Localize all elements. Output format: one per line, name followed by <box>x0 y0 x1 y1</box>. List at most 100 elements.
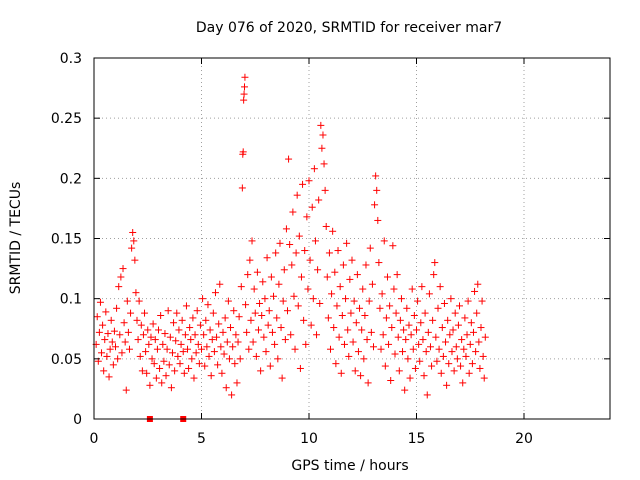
data-point <box>121 338 129 346</box>
data-point <box>180 369 188 377</box>
data-point <box>206 326 214 334</box>
data-point <box>135 297 143 305</box>
data-point <box>476 364 484 372</box>
data-point <box>223 338 231 346</box>
data-point <box>230 307 238 315</box>
data-point <box>151 336 159 344</box>
data-point <box>139 331 147 339</box>
data-point <box>236 355 244 363</box>
data-point <box>220 350 228 358</box>
data-point <box>242 301 250 309</box>
data-point <box>222 384 230 392</box>
data-point <box>276 239 284 247</box>
data-point <box>147 333 155 341</box>
data-point <box>129 228 137 236</box>
data-point <box>213 333 221 341</box>
y-tick-label: 0.05 <box>51 352 82 368</box>
data-point <box>335 333 343 341</box>
data-point <box>426 343 434 351</box>
data-point <box>344 326 352 334</box>
data-point <box>124 328 132 336</box>
data-point <box>377 345 385 353</box>
data-point <box>358 326 366 334</box>
data-point <box>209 309 217 317</box>
data-point <box>469 328 477 336</box>
data-point <box>203 343 211 351</box>
data-point <box>329 227 337 235</box>
data-point <box>442 338 450 346</box>
data-point <box>468 360 476 368</box>
y-tick-label: 0.3 <box>60 51 82 67</box>
data-point <box>137 321 145 329</box>
data-point <box>116 331 124 339</box>
data-point <box>191 331 199 339</box>
data-point <box>405 321 413 329</box>
data-point <box>410 312 418 320</box>
data-point <box>396 316 404 324</box>
data-point <box>148 355 156 363</box>
data-point <box>286 241 294 249</box>
data-point <box>373 186 381 194</box>
data-point <box>423 391 431 399</box>
data-point <box>362 261 370 269</box>
data-point <box>424 328 432 336</box>
data-point <box>290 292 298 300</box>
data-point <box>99 321 107 329</box>
data-point <box>143 369 151 377</box>
data-point <box>107 316 115 324</box>
data-point <box>118 349 126 357</box>
data-point <box>365 297 373 305</box>
data-point <box>260 333 268 341</box>
data-point <box>303 213 311 221</box>
data-point <box>293 191 301 199</box>
data-point <box>363 336 371 344</box>
data-point <box>454 321 462 329</box>
data-point <box>432 333 440 341</box>
data-point <box>182 302 190 310</box>
data-point <box>241 83 248 91</box>
data-point <box>473 309 481 317</box>
data-point <box>127 309 135 317</box>
data-point <box>277 324 285 332</box>
data-point <box>113 304 121 312</box>
data-point <box>324 314 332 322</box>
data-point <box>439 352 447 360</box>
data-point <box>291 345 299 353</box>
data-point <box>157 312 165 320</box>
data-point <box>388 324 396 332</box>
data-point <box>105 373 113 381</box>
data-point <box>350 297 358 305</box>
data-point <box>466 340 474 348</box>
ticks-layer: 0 0.05 0.1 0.15 0.2 0.25 0.3 0 5 10 15 20 <box>51 51 610 447</box>
data-point <box>175 326 183 334</box>
data-point <box>145 340 153 348</box>
data-point <box>171 367 179 375</box>
data-point <box>399 348 407 356</box>
data-point <box>278 374 286 382</box>
y-tick-label: 0.2 <box>60 171 82 187</box>
data-point <box>364 379 372 387</box>
data-point <box>238 184 246 192</box>
data-point <box>310 165 318 173</box>
data-point <box>199 295 207 303</box>
data-point <box>338 312 346 320</box>
data-point <box>253 268 261 276</box>
data-point <box>334 247 342 255</box>
data-point <box>456 302 463 310</box>
data-point <box>313 331 321 339</box>
data-point <box>237 283 245 291</box>
data-point <box>156 364 164 372</box>
data-point <box>181 331 189 339</box>
data-point <box>321 186 329 194</box>
data-point <box>282 225 290 233</box>
data-point <box>138 367 146 375</box>
data-point <box>190 374 198 382</box>
data-point <box>449 326 457 334</box>
data-point <box>422 348 430 356</box>
data-point <box>395 367 403 375</box>
data-point <box>379 331 387 339</box>
data-point <box>308 203 316 211</box>
data-point <box>371 201 379 209</box>
data-point <box>345 352 353 360</box>
data-point <box>131 256 139 264</box>
